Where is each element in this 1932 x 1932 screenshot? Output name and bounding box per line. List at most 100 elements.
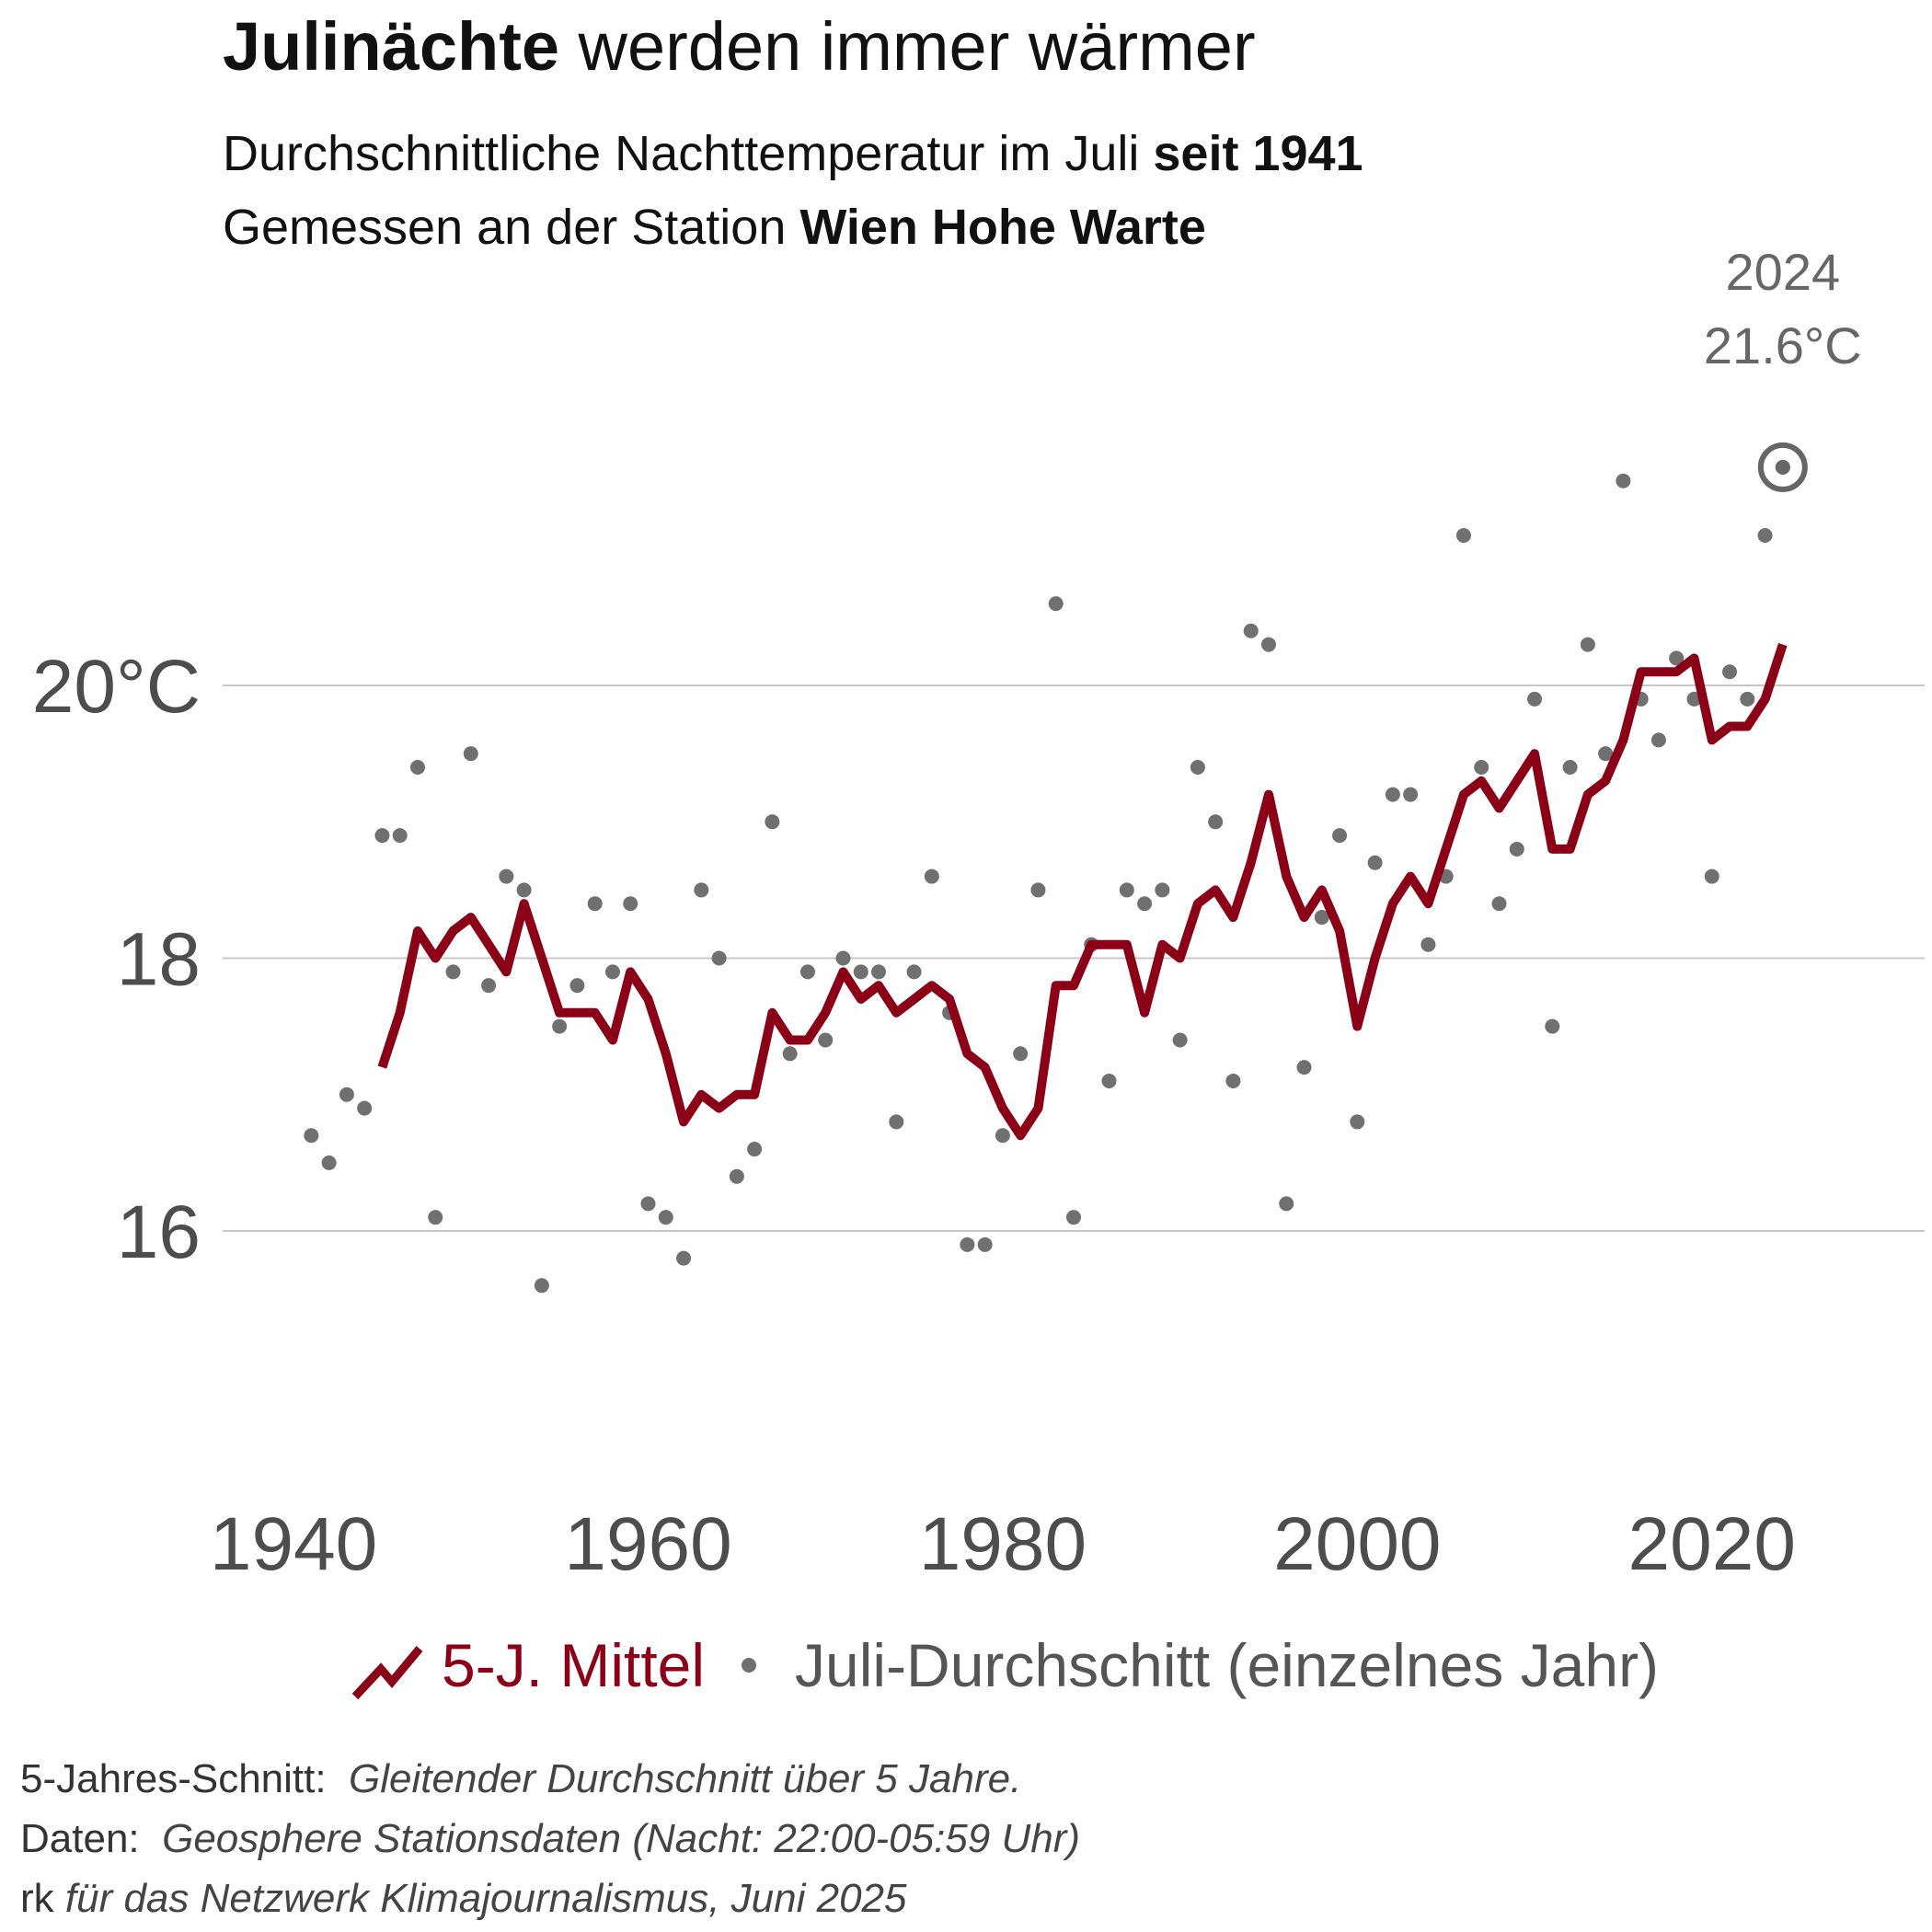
x-tick-label: 1940 [210, 1502, 377, 1586]
scatter-point [1314, 910, 1329, 926]
chart-title-bold: Julinächte [223, 8, 559, 85]
annotation-year: 2024 [1726, 243, 1841, 301]
scatter-point [1279, 1196, 1294, 1212]
scatter-point [1225, 1073, 1241, 1088]
scatter-point [304, 1128, 319, 1144]
scatter-point [711, 950, 727, 966]
scatter-point [1155, 882, 1170, 898]
scatter-point [1616, 473, 1631, 489]
scatter-point [1527, 691, 1543, 707]
scatter-point [658, 1210, 673, 1225]
scatter-point [871, 964, 887, 980]
scatter-point [694, 882, 709, 898]
scatter-point [1650, 732, 1666, 748]
scatter-point [587, 896, 603, 912]
scatter-point [924, 868, 939, 884]
scatter-point [995, 1128, 1010, 1144]
scatter-point [1562, 760, 1578, 775]
scatter-point [569, 978, 585, 994]
scatter-point [1296, 1060, 1312, 1075]
chart-title-rest: werden immer wärmer [559, 8, 1256, 85]
scatter-point [1101, 1073, 1117, 1088]
y-tick-label: 16 [117, 1190, 201, 1274]
scatter-point [799, 964, 815, 980]
scatter-point [1190, 760, 1205, 775]
subtitle-2-text: Gemessen an der Station [223, 200, 800, 255]
scatter-point [960, 1236, 975, 1252]
scatter-point [747, 1142, 763, 1157]
scatter-point [374, 828, 390, 844]
scatter-point [1030, 882, 1046, 898]
footnote-method: 5-Jahres-Schnitt: Gleitender Durchschnit… [20, 1759, 1021, 1800]
scatter-point [1509, 841, 1524, 857]
scatter-point [676, 1250, 692, 1266]
chart-title: Julinächte werden immer wärmer [223, 13, 1256, 81]
y-tick-label: 20°C [32, 645, 201, 729]
moving-average-line [377, 643, 1788, 1141]
scatter-point [392, 828, 408, 844]
annotation-value: 21.6°C [1704, 316, 1862, 374]
grid-lines [223, 684, 1925, 1232]
scatter-point [339, 1087, 354, 1102]
scatter-point [428, 1210, 443, 1225]
scatter-point [1545, 1018, 1560, 1034]
legend-line-swatch [351, 1646, 423, 1700]
scatter-point [1260, 637, 1276, 652]
legend: 5-J. Mittel Juli-Durchschitt (einzelnes … [350, 1628, 1659, 1702]
footnote-source: Daten: Geosphere Stationsdaten (Nacht: 2… [20, 1819, 1080, 1859]
scatter-point [604, 964, 620, 980]
footnote-method-text: Gleitender Durchschnitt über 5 Jahre. [349, 1756, 1022, 1801]
scatter-point [1455, 528, 1471, 543]
legend-dot-label: Juli-Durchschitt (einzelnes Jahr) [795, 1631, 1660, 1699]
x-tick-label: 1980 [919, 1502, 1087, 1586]
scatter-point [977, 1236, 993, 1252]
scatter-point [1757, 528, 1773, 543]
scatter-point [640, 1196, 656, 1212]
footnote-credit-label: rk [20, 1876, 54, 1921]
scatter-point [552, 1018, 568, 1034]
scatter-point [818, 1032, 834, 1048]
legend-dot-swatch [742, 1658, 757, 1673]
scatter-point [445, 964, 461, 980]
scatter-point [1474, 760, 1489, 775]
x-axis-ticks: 1940 1960 1980 2000 2020 [210, 1502, 1796, 1586]
line-series [377, 643, 1788, 1141]
scatter-point [1598, 746, 1614, 762]
subtitle-1-text: Durchschnittliche Nachttemperatur im Jul… [223, 126, 1154, 181]
scatter-point [463, 746, 478, 762]
subtitle-2-bold: Wien Hohe Warte [799, 200, 1206, 255]
scatter-point [835, 950, 851, 966]
scatter-point [1491, 896, 1507, 912]
scatter-point [1669, 650, 1685, 666]
scatter-point [1243, 623, 1259, 638]
scatter-point [782, 1046, 798, 1062]
scatter-point [321, 1155, 337, 1170]
scatter-point [1137, 896, 1153, 912]
scatter-point [1350, 1114, 1365, 1130]
footnote-source-text: Geosphere Stationsdaten (Nacht: 22:00-05… [162, 1816, 1081, 1861]
chart-subtitle-2: Gemessen an der Station Wien Hohe Warte [223, 202, 1206, 252]
chart-svg: 16 18 20°C 1940 1960 1980 2000 2020 2024 21.6°C [32, 243, 1925, 1586]
scatter-point [1722, 664, 1738, 680]
scatter-point [623, 896, 638, 912]
scatter-point [499, 868, 514, 884]
scatter-point [409, 760, 425, 775]
x-tick-label: 2020 [1628, 1502, 1796, 1586]
annotation-center-dot [1775, 459, 1790, 475]
scatter-point [357, 1100, 373, 1116]
scatter-series [304, 459, 1790, 1294]
x-tick-label: 2000 [1273, 1502, 1441, 1586]
scatter-point [481, 978, 497, 994]
scatter-point [1172, 1032, 1188, 1048]
scatter-point [765, 814, 780, 830]
scatter-point [1013, 1046, 1029, 1062]
scatter-point [906, 964, 922, 980]
scatter-point [1208, 814, 1224, 830]
footnote-credit: rk für das Netzwerk Klimajournalismus, J… [20, 1879, 907, 1919]
annotation: 2024 21.6°C [1704, 243, 1862, 492]
scatter-point [889, 1114, 904, 1130]
footnote-method-label: 5-Jahres-Schnitt: [20, 1756, 327, 1801]
annotation-ring [1757, 442, 1808, 492]
scatter-point [853, 964, 868, 980]
scatter-point [1403, 787, 1419, 802]
